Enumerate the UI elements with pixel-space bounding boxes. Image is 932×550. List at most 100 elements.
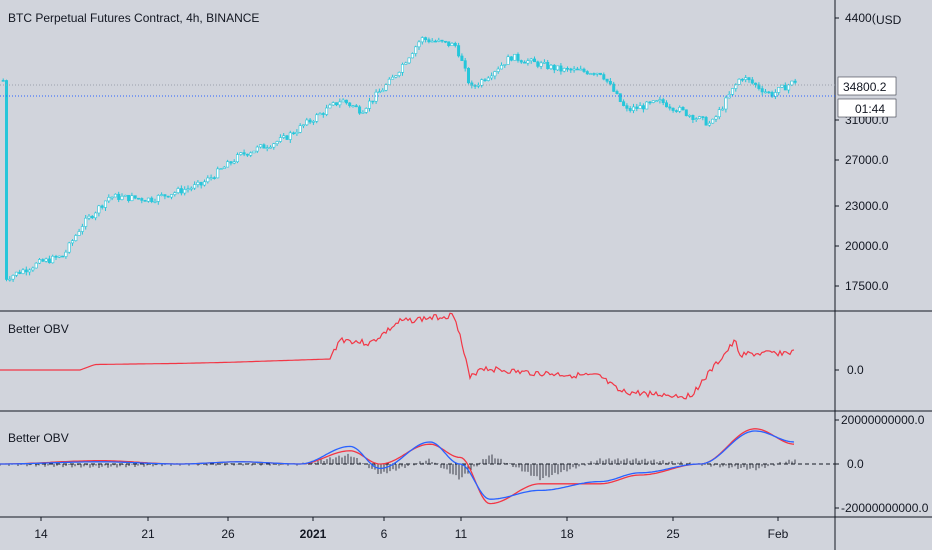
candle-body [222, 166, 226, 169]
candle-body [150, 197, 154, 202]
candle-body [589, 73, 593, 75]
candle-body [466, 67, 470, 84]
candle-body [381, 89, 385, 93]
candle-body [275, 141, 279, 145]
candle-body [259, 144, 263, 148]
oscillator-tick-label: -20000000000.0 [841, 501, 929, 515]
candle-body [44, 258, 48, 262]
candle-body [661, 99, 665, 104]
price-pane[interactable] [0, 36, 835, 282]
candle-body [18, 271, 22, 274]
candle-body [328, 104, 332, 109]
candle-body [767, 91, 771, 94]
candle-body [51, 255, 55, 264]
candle-body [170, 194, 174, 198]
candle-body [272, 143, 276, 148]
candle-body [559, 65, 563, 72]
candle-body [707, 122, 711, 126]
candle-body [21, 269, 25, 274]
candle-body [787, 84, 791, 91]
candle-body [74, 235, 78, 241]
candle-body [575, 68, 579, 71]
candle-body [364, 108, 368, 113]
candle-body [28, 269, 32, 273]
obv-pane[interactable] [0, 312, 795, 400]
candle-body [424, 37, 428, 40]
candle-body [519, 60, 523, 63]
candle-body [100, 205, 104, 208]
candle-body [160, 194, 164, 196]
candle-body [473, 85, 477, 87]
candle-body [196, 181, 200, 185]
candle-body [239, 152, 243, 155]
candle-body [513, 53, 517, 61]
candle-body [344, 99, 348, 104]
candle-body [216, 168, 220, 179]
time-tick-label: 6 [381, 527, 388, 541]
candle-body [226, 161, 230, 168]
candle-body [480, 79, 484, 86]
candle-body [582, 68, 586, 72]
candle-body [625, 105, 629, 109]
candle-body [252, 150, 256, 154]
candle-body [635, 106, 639, 109]
signal-line [0, 428, 795, 505]
candle-body [338, 101, 342, 106]
candle-body [556, 65, 560, 71]
candle-body [268, 146, 272, 149]
candle-body [499, 64, 503, 70]
candle-body [80, 226, 84, 232]
candle-body [453, 42, 457, 46]
candle-body [331, 102, 335, 106]
price-tick-label: 4400( [845, 11, 876, 25]
candle-body [407, 57, 411, 64]
candle-body [133, 195, 137, 199]
candle-body [443, 40, 447, 43]
obv-pane-title: Better OBV [8, 322, 69, 336]
candle-body [430, 40, 434, 43]
candle-body [127, 194, 131, 201]
candle-body [440, 39, 444, 42]
candle-body [120, 195, 124, 200]
macd-oscillator-pane[interactable] [0, 428, 835, 505]
candle-body [394, 75, 398, 78]
candle-body [67, 242, 71, 253]
candle-body [420, 37, 424, 43]
candle-body [348, 102, 352, 107]
candle-body [549, 64, 553, 69]
candle-body [724, 97, 728, 110]
candle-body [638, 105, 642, 109]
candle-body [305, 119, 309, 126]
candle-body [255, 146, 259, 152]
candle-body [153, 201, 157, 203]
candle-body [744, 77, 748, 80]
candle-body [1, 80, 5, 82]
candle-body [681, 107, 685, 111]
candle-body [113, 193, 117, 198]
candle-body [209, 177, 213, 179]
candle-body [523, 61, 527, 64]
candle-body [278, 137, 282, 142]
price-tick-label: 17500.0 [845, 279, 889, 293]
candle-body [156, 195, 160, 202]
candle-body [585, 71, 589, 75]
candle-body [54, 255, 58, 258]
candle-body [219, 168, 223, 170]
candle-body [734, 84, 738, 89]
candle-body [87, 215, 91, 219]
candle-body [516, 53, 520, 61]
candle-body [651, 100, 655, 103]
candle-body [84, 217, 88, 227]
candle-body [384, 84, 388, 91]
candle-body [506, 56, 510, 65]
candle-body [536, 61, 540, 67]
time-tick-label: 26 [221, 527, 235, 541]
candle-body [265, 147, 269, 149]
candle-body [236, 154, 240, 163]
candle-body [57, 255, 61, 258]
candle-body [417, 41, 421, 48]
candle-body [572, 68, 576, 71]
candle-body [117, 193, 121, 200]
candle-body [107, 197, 111, 202]
